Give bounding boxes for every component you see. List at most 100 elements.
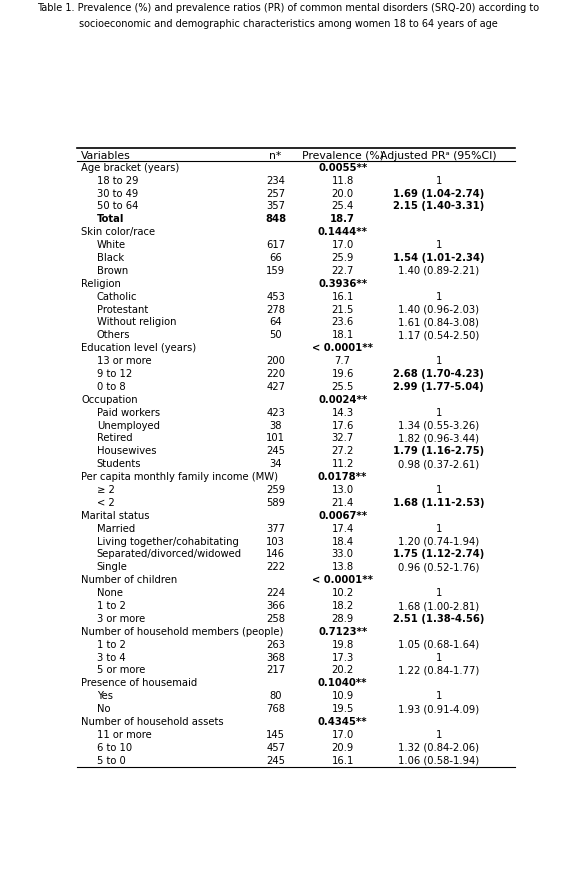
- Text: 453: 453: [266, 292, 285, 302]
- Text: Marital status: Marital status: [81, 511, 149, 521]
- Text: 259: 259: [266, 485, 285, 495]
- Text: Married: Married: [97, 524, 135, 533]
- Text: 0.0178**: 0.0178**: [318, 472, 368, 482]
- Text: 17.4: 17.4: [332, 524, 354, 533]
- Text: 1.54 (1.01-2.34): 1.54 (1.01-2.34): [393, 253, 485, 263]
- Text: Prevalence (%): Prevalence (%): [302, 150, 384, 161]
- Text: 200: 200: [266, 356, 285, 366]
- Text: 18 to 29: 18 to 29: [97, 175, 138, 186]
- Text: 25.5: 25.5: [331, 382, 354, 392]
- Text: Number of household members (people): Number of household members (people): [81, 627, 283, 636]
- Text: 1: 1: [436, 653, 442, 663]
- Text: 18.4: 18.4: [332, 537, 354, 546]
- Text: 263: 263: [266, 640, 285, 650]
- Text: 220: 220: [266, 369, 285, 379]
- Text: 33.0: 33.0: [332, 549, 354, 560]
- Text: 768: 768: [266, 705, 285, 714]
- Text: 1.20 (0.74-1.94): 1.20 (0.74-1.94): [398, 537, 479, 546]
- Text: 20.9: 20.9: [332, 743, 354, 753]
- Text: 13.0: 13.0: [332, 485, 354, 495]
- Text: 25.9: 25.9: [331, 253, 354, 263]
- Text: Housewives: Housewives: [97, 446, 156, 457]
- Text: 34: 34: [269, 459, 282, 470]
- Text: 617: 617: [266, 240, 285, 251]
- Text: Age bracket (years): Age bracket (years): [81, 162, 179, 173]
- Text: 21.4: 21.4: [332, 498, 354, 508]
- Text: Others: Others: [97, 330, 130, 340]
- Text: 427: 427: [266, 382, 285, 392]
- Text: 258: 258: [266, 614, 285, 624]
- Text: Retired: Retired: [97, 434, 132, 443]
- Text: 18.2: 18.2: [332, 601, 354, 611]
- Text: Without religion: Without religion: [97, 318, 176, 327]
- Text: 217: 217: [266, 665, 285, 676]
- Text: 1: 1: [436, 292, 442, 302]
- Text: 16.1: 16.1: [331, 756, 354, 766]
- Text: 11 or more: 11 or more: [97, 730, 152, 740]
- Text: Variables: Variables: [81, 150, 131, 161]
- Text: 234: 234: [266, 175, 285, 186]
- Text: 13 or more: 13 or more: [97, 356, 151, 366]
- Text: 1.79 (1.16-2.75): 1.79 (1.16-2.75): [394, 446, 484, 457]
- Text: 2.15 (1.40-3.31): 2.15 (1.40-3.31): [393, 202, 485, 211]
- Text: 1.61 (0.84-3.08): 1.61 (0.84-3.08): [398, 318, 479, 327]
- Text: 2.51 (1.38-4.56): 2.51 (1.38-4.56): [393, 614, 485, 624]
- Text: 848: 848: [265, 215, 286, 224]
- Text: socioeconomic and demographic characteristics among women 18 to 64 years of age: socioeconomic and demographic characteri…: [79, 19, 498, 29]
- Text: 23.6: 23.6: [332, 318, 354, 327]
- Text: 1: 1: [436, 588, 442, 598]
- Text: 9 to 12: 9 to 12: [97, 369, 132, 379]
- Text: Students: Students: [97, 459, 141, 470]
- Text: 30 to 49: 30 to 49: [97, 189, 138, 198]
- Text: 7.7: 7.7: [335, 356, 351, 366]
- Text: Separated/divorced/widowed: Separated/divorced/widowed: [97, 549, 242, 560]
- Text: 3 or more: 3 or more: [97, 614, 145, 624]
- Text: 20.2: 20.2: [332, 665, 354, 676]
- Text: 1.34 (0.55-3.26): 1.34 (0.55-3.26): [398, 421, 479, 430]
- Text: White: White: [97, 240, 126, 251]
- Text: 18.1: 18.1: [332, 330, 354, 340]
- Text: 1.69 (1.04-2.74): 1.69 (1.04-2.74): [393, 189, 485, 198]
- Text: 145: 145: [266, 730, 285, 740]
- Text: 457: 457: [266, 743, 285, 753]
- Text: Skin color/race: Skin color/race: [81, 227, 155, 237]
- Text: 103: 103: [266, 537, 285, 546]
- Text: 1.40 (0.89-2.21): 1.40 (0.89-2.21): [398, 266, 479, 276]
- Text: 50 to 64: 50 to 64: [97, 202, 138, 211]
- Text: 257: 257: [266, 189, 285, 198]
- Text: Total: Total: [97, 215, 124, 224]
- Text: 1.93 (0.91-4.09): 1.93 (0.91-4.09): [398, 705, 479, 714]
- Text: 1.68 (1.00-2.81): 1.68 (1.00-2.81): [398, 601, 479, 611]
- Text: 22.7: 22.7: [331, 266, 354, 276]
- Text: 0.7123**: 0.7123**: [318, 627, 368, 636]
- Text: 2.99 (1.77-5.04): 2.99 (1.77-5.04): [394, 382, 484, 392]
- Text: 1.06 (0.58-1.94): 1.06 (0.58-1.94): [398, 756, 479, 766]
- Text: Number of household assets: Number of household assets: [81, 717, 224, 727]
- Text: 10.2: 10.2: [332, 588, 354, 598]
- Text: 0.1040**: 0.1040**: [318, 678, 368, 689]
- Text: 13.8: 13.8: [332, 562, 354, 573]
- Text: 27.2: 27.2: [331, 446, 354, 457]
- Text: 146: 146: [266, 549, 285, 560]
- Text: Black: Black: [97, 253, 124, 263]
- Text: 11.2: 11.2: [331, 459, 354, 470]
- Text: 1.32 (0.84-2.06): 1.32 (0.84-2.06): [398, 743, 479, 753]
- Text: Per capita monthly family income (MW): Per capita monthly family income (MW): [81, 472, 278, 482]
- Text: < 2: < 2: [97, 498, 114, 508]
- Text: 0.1444**: 0.1444**: [318, 227, 368, 237]
- Text: ≥ 2: ≥ 2: [97, 485, 115, 495]
- Text: None: None: [97, 588, 123, 598]
- Text: 368: 368: [266, 653, 285, 663]
- Text: Protestant: Protestant: [97, 305, 148, 314]
- Text: 0.98 (0.37-2.61): 0.98 (0.37-2.61): [398, 459, 479, 470]
- Text: 1: 1: [436, 356, 442, 366]
- Text: 20.0: 20.0: [332, 189, 354, 198]
- Text: 32.7: 32.7: [332, 434, 354, 443]
- Text: Brown: Brown: [97, 266, 128, 276]
- Text: Yes: Yes: [97, 691, 113, 701]
- Text: Number of children: Number of children: [81, 575, 177, 585]
- Text: No: No: [97, 705, 110, 714]
- Text: 245: 245: [266, 756, 285, 766]
- Text: 66: 66: [269, 253, 282, 263]
- Text: 1: 1: [436, 408, 442, 417]
